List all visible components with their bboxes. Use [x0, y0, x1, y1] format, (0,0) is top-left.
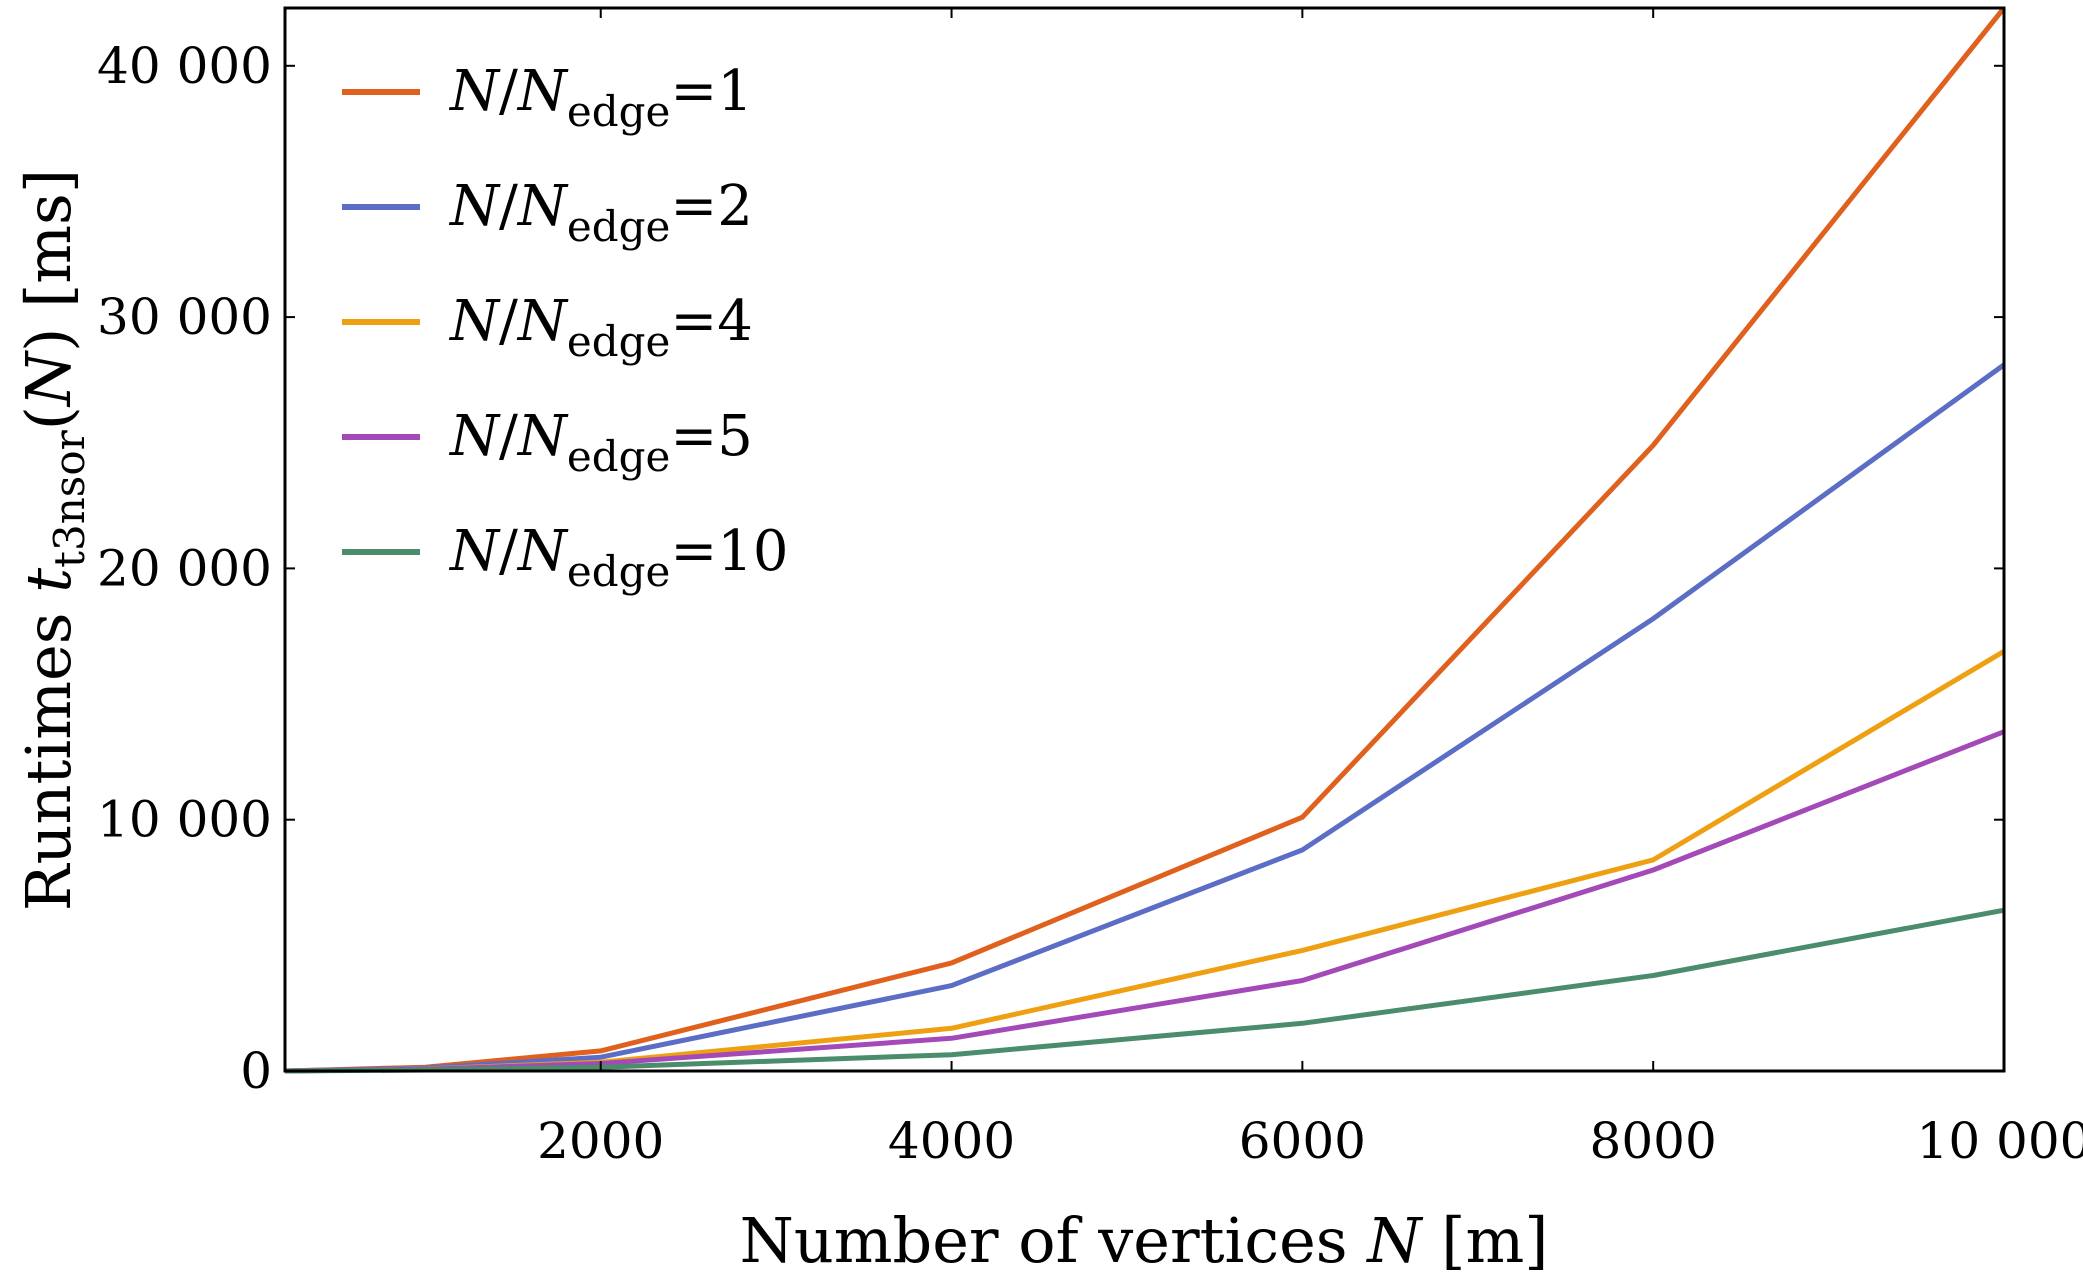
plot-frame	[283, 6, 2006, 1073]
series-line-5	[284, 907, 2005, 1074]
x-tick-label: 2000	[537, 1112, 664, 1170]
y-tick-label: 0	[240, 1042, 272, 1100]
series-line-4	[284, 729, 2005, 1074]
legend: N/Nedge=1 N/Nedge=2 N/Nedge=4 N/Nedge=5 N/Ne…	[342, 59, 789, 596]
y-tick-label: 10 000	[97, 791, 272, 849]
y-axis-title: Runtimes tt3nsor(N) [ms]	[12, 169, 94, 911]
y-axis: 0 10 000 20 000 30 000 40 000	[97, 37, 2004, 1100]
legend-label-4: N/Nedge=5	[448, 404, 753, 481]
series-line-2	[284, 362, 2006, 1074]
legend-label-2: N/Nedge=2	[448, 174, 753, 251]
y-tick-label: 30 000	[97, 288, 272, 346]
x-tick-label: 4000	[888, 1112, 1015, 1170]
x-tick-label: 10 000	[1917, 1112, 2083, 1170]
legend-label-5: N/Nedge=10	[448, 519, 789, 596]
legend-label-3: N/Nedge=4	[448, 289, 753, 366]
x-tick-label: 6000	[1239, 1112, 1366, 1170]
y-tick-label: 20 000	[97, 539, 272, 597]
x-tick-label: 8000	[1590, 1112, 1717, 1170]
x-axis-title: Number of vertices N [m]	[740, 1204, 1549, 1277]
legend-label-1: N/Nedge=1	[448, 59, 753, 136]
y-tick-label: 40 000	[97, 37, 272, 95]
x-axis: 2000 4000 6000 8000 10 000	[537, 8, 2083, 1170]
